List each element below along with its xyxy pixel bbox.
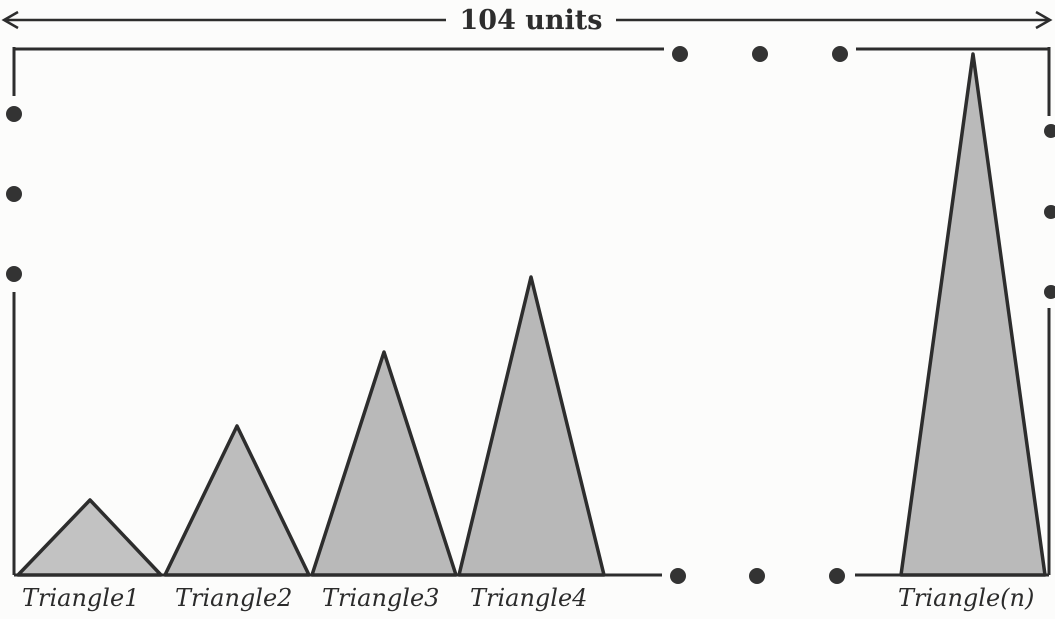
width-label: 104 units <box>446 2 616 40</box>
triangle-n-label: Triangle(n) <box>898 584 1035 612</box>
triangle-n <box>899 52 1047 577</box>
triangle-2 <box>163 424 311 577</box>
triangle-2-label: Triangle2 <box>175 584 293 612</box>
right-ellipsis-dot <box>1044 285 1055 299</box>
bottom-ellipsis-dot <box>749 568 765 584</box>
triangle-4-label: Triangle4 <box>470 584 588 612</box>
triangle-3-label: Triangle3 <box>322 584 440 612</box>
right-ellipsis-dot <box>1044 205 1055 219</box>
right-ellipsis-dot <box>1044 124 1055 138</box>
bottom-ellipsis-dot <box>670 568 686 584</box>
triangle-3 <box>310 350 458 577</box>
left-ellipsis-dot <box>6 186 22 202</box>
width-arrowhead-left <box>1 10 19 30</box>
top-ellipsis-dot <box>752 46 768 62</box>
left-ellipsis-dot <box>6 106 22 122</box>
top-ellipsis-dot <box>832 46 848 62</box>
top-ellipsis-dot <box>672 46 688 62</box>
left-ellipsis-dot <box>6 266 22 282</box>
triangle-1 <box>16 498 163 577</box>
triangle-4 <box>457 275 606 577</box>
triangle-1-label: Triangle1 <box>22 584 140 612</box>
bottom-ellipsis-dot <box>829 568 845 584</box>
width-arrowhead-right <box>1035 10 1053 30</box>
